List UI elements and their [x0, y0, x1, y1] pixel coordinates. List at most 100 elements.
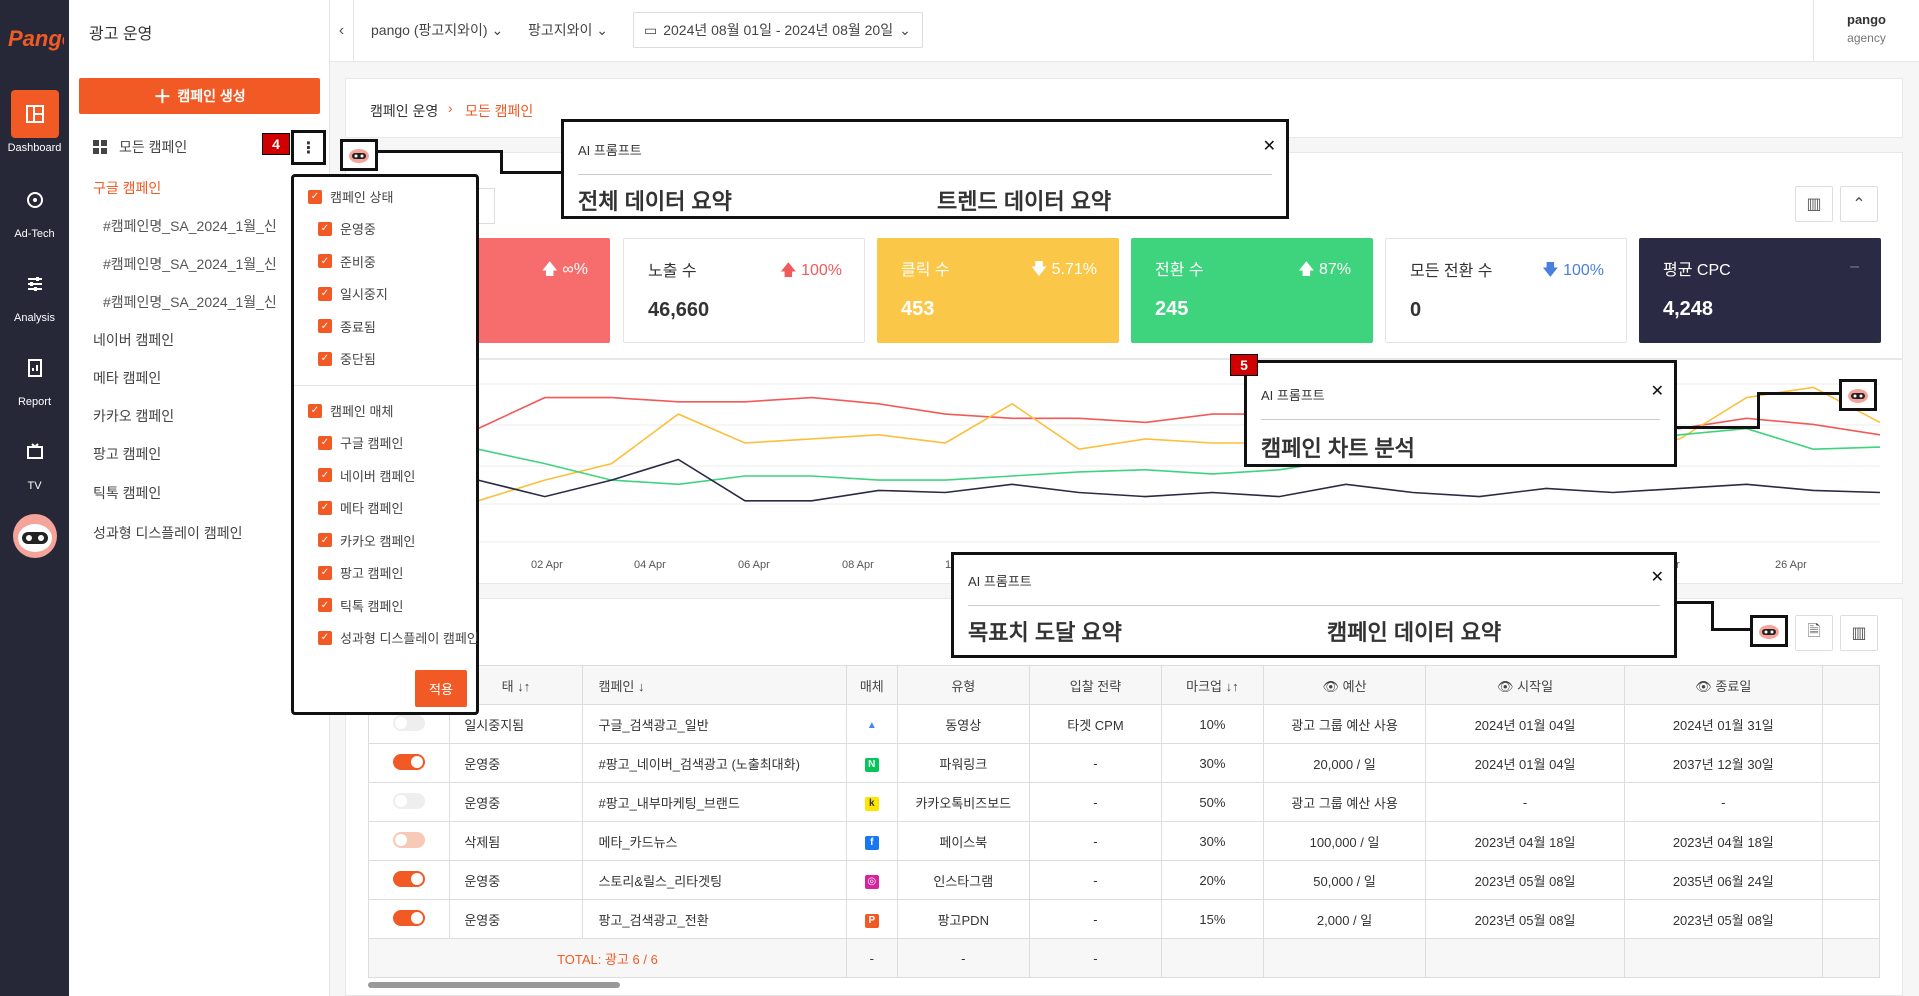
sidebar-item-label: 모든 캠페인 — [119, 139, 188, 155]
filter-status-header[interactable]: ✓ 캠페인 상태 — [308, 187, 393, 206]
status-toggle[interactable] — [393, 831, 426, 848]
ai-prompt-button[interactable] — [1750, 615, 1788, 647]
ai-prompt-button[interactable] — [1839, 379, 1877, 411]
rail-dashboard[interactable]: Dashboard — [0, 90, 69, 160]
kpi-card[interactable]: 모든 전환 수 🡇 100% 0 — [1385, 238, 1627, 343]
connector-line — [1711, 601, 1714, 631]
rail-analysis[interactable]: Analysis — [0, 260, 69, 330]
arrow-up-icon: 🡅 — [541, 261, 563, 278]
prompt-item[interactable]: 트렌드 데이터 요약 — [937, 189, 1112, 214]
sidebar-item-naver[interactable]: 네이버 캠페인 — [93, 332, 175, 348]
prompt-item[interactable]: 전체 데이터 요약 — [578, 189, 732, 214]
eye-icon[interactable]: 👁 — [1695, 678, 1712, 694]
status-toggle[interactable] — [393, 909, 426, 926]
close-icon[interactable]: ✕ — [1650, 383, 1664, 400]
filter-option[interactable]: ✓ 틱톡 캠페인 — [318, 596, 403, 615]
column-settings-button[interactable]: ▥ — [1840, 615, 1878, 651]
sidebar-item-pango[interactable]: 팡고 캠페인 — [93, 446, 162, 462]
campaign-name-cell[interactable]: 팡고_검색광고_전환 — [581, 899, 847, 939]
rail-adtech[interactable]: Ad-Tech — [0, 176, 69, 246]
table-row[interactable]: 일시중지됨 구글_검색광고_일반 ▲ 동영상 타겟 CPM 10% 광고 그룹 예산 사용 2… — [367, 704, 1881, 744]
columns-icon: ▥ — [1851, 625, 1867, 642]
close-icon[interactable]: ✕ — [1650, 569, 1664, 586]
apply-button[interactable]: 적용 — [415, 670, 467, 707]
status-toggle[interactable] — [393, 870, 426, 887]
campaign-name-cell[interactable]: #팡고_네이버_검색광고 (노출최대화) — [581, 743, 847, 783]
filter-option[interactable]: ✓ 성과형 디스플레이 캠페인 — [318, 628, 479, 647]
sidebar-subitem-campaign[interactable]: #캠페인명_SA_2024_1월_신 — [103, 256, 277, 272]
campaign-name-cell[interactable]: 구글_검색광고_일반 — [581, 704, 847, 744]
kpi-card[interactable]: 노출 수 🡅 100% 46,660 — [623, 238, 865, 343]
column-settings-button[interactable]: ▥ — [1795, 186, 1833, 222]
account-select[interactable]: pango (팡고지와이) ⌄ — [371, 20, 503, 40]
checkbox-icon: ✓ — [318, 630, 332, 645]
filter-option[interactable]: ✓ 준비중 — [318, 252, 376, 271]
col-campaign[interactable]: 캠페인 ↓ — [581, 665, 847, 705]
ai-prompt-button[interactable] — [340, 139, 378, 171]
sidebar-item-kakao[interactable]: 카카오 캠페인 — [93, 408, 175, 424]
download-button[interactable]: 🗎 — [1795, 615, 1833, 651]
sidebar-subitem-campaign[interactable]: #캠페인명_SA_2024_1월_신 — [103, 218, 277, 234]
create-campaign-label: 캠페인 생성 — [177, 88, 246, 104]
campaign-table: 태 ↓↑ 캠페인 ↓ 매체 유형 입찰 전략 마크업 ↓↑ 👁 예산 👁 시작일… — [367, 665, 1881, 978]
start-cell: 2023년 04월 18일 — [1425, 821, 1625, 861]
prompt-item[interactable]: 목표치 도달 요약 — [968, 620, 1122, 645]
filter-media-header[interactable]: ✓ 캠페인 매체 — [308, 401, 393, 420]
prompt-item[interactable]: 캠페인 차트 분석 — [1261, 436, 1415, 461]
prompt-item[interactable]: 캠페인 데이터 요약 — [1327, 620, 1502, 645]
filter-option[interactable]: ✓ 운영중 — [318, 219, 376, 238]
filter-option[interactable]: ✓ 일시중지 — [318, 284, 388, 303]
eye-icon[interactable]: 👁 — [1497, 678, 1514, 694]
filter-option[interactable]: ✓ 네이버 캠페인 — [318, 466, 415, 485]
horizontal-scrollbar[interactable] — [368, 982, 620, 988]
date-range-picker[interactable]: ▭ 2024년 08월 01일 - 2024년 08월 20일 ⌄ — [633, 12, 923, 48]
eye-icon[interactable]: 👁 — [1322, 678, 1340, 694]
more-options-button[interactable]: ⋮ — [291, 130, 326, 165]
rail-report[interactable]: Report — [0, 344, 69, 414]
filter-option[interactable]: ✓ 메타 캠페인 — [318, 498, 403, 517]
sidebar-item-google[interactable]: 구글 캠페인 — [93, 180, 162, 196]
rail-tv[interactable]: TV — [0, 428, 69, 498]
col-markup[interactable]: 마크업 ↓↑ — [1161, 665, 1264, 705]
filter-option[interactable]: ✓ 종료됨 — [318, 317, 376, 336]
close-icon[interactable]: ✕ — [1262, 138, 1276, 155]
status-toggle[interactable] — [393, 792, 426, 809]
sidebar-item-all-campaigns[interactable]: 모든 캠페인 — [93, 137, 187, 157]
total-empty — [1623, 938, 1823, 978]
user-menu[interactable]: pango agency — [1813, 0, 1919, 62]
table-row[interactable]: 삭제됨 메타_카드뉴스 f 페이스북 -30% 100,000 / 일 2023년 04월 … — [367, 821, 1881, 861]
sidebar-item-tiktok[interactable]: 틱톡 캠페인 — [93, 485, 162, 501]
breadcrumb-parent[interactable]: 캠페인 운영 — [370, 103, 439, 119]
campaign-name-cell[interactable]: #팡고_내부마케팅_브랜드 — [581, 782, 847, 822]
chevron-up-icon: ⌃ — [1852, 196, 1866, 213]
table-row[interactable]: 운영중 팡고_검색광고_전환 P 팡고PDN -15% 2,000 / 일 2023년 05… — [367, 899, 1881, 939]
kpi-card[interactable]: 클릭 수 🡇 5.71% 453 — [877, 238, 1119, 343]
table-row[interactable]: 운영중 스토리&릴스_리타겟팅 ◎ 인스타그램 -20% 50,000 / 일 2023년 … — [367, 860, 1881, 900]
sidebar-subitem-campaign[interactable]: #캠페인명_SA_2024_1월_신 — [103, 294, 277, 310]
status-toggle[interactable] — [393, 753, 426, 770]
collapse-button[interactable]: ⌃ — [1840, 186, 1878, 222]
filter-option[interactable]: ✓ 카카오 캠페인 — [318, 531, 415, 550]
kpi-card[interactable]: 전환 수 🡅 87% 245 — [1131, 238, 1373, 343]
advertiser-select[interactable]: 팡고지와이 ⌄ — [528, 20, 608, 40]
filter-option[interactable]: ✓ 팡고 캠페인 — [318, 563, 403, 582]
pango-logo[interactable]: Pango — [6, 18, 64, 52]
end-cell: - — [1623, 782, 1823, 822]
table-row[interactable]: 운영중 #팡고_내부마케팅_브랜드 k 카카오톡비즈보드 -50% 광고 그룹 예산 사용… — [367, 782, 1881, 822]
type-cell: 동영상 — [896, 704, 1030, 744]
kpi-card[interactable]: 평균 CPC – 4,248 — [1639, 238, 1881, 343]
status-toggle[interactable] — [393, 714, 426, 731]
filter-option[interactable]: ✓ 구글 캠페인 — [318, 433, 403, 452]
campaign-name-cell[interactable]: 스토리&릴스_리타겟팅 — [581, 860, 847, 900]
campaign-name-cell[interactable]: 메타_카드뉴스 — [581, 821, 847, 861]
mascot-icon[interactable] — [10, 512, 60, 560]
sidebar-item-meta[interactable]: 메타 캠페인 — [93, 370, 162, 386]
rail-label: TV — [27, 480, 42, 492]
filter-option[interactable]: ✓ 중단됨 — [318, 349, 376, 368]
collapse-sidebar-button[interactable]: ‹ — [330, 0, 354, 62]
table-row[interactable]: 운영중 #팡고_네이버_검색광고 (노출최대화) N 파워링크 -30% 20,000 /… — [367, 743, 1881, 783]
sidebar-item-display[interactable]: 성과형 디스플레이 캠페인 — [93, 525, 243, 541]
col-extra — [1821, 665, 1881, 705]
create-campaign-button[interactable]: ＋ 캠페인 생성 — [79, 78, 320, 114]
status-cell: 삭제됨 — [449, 821, 583, 861]
